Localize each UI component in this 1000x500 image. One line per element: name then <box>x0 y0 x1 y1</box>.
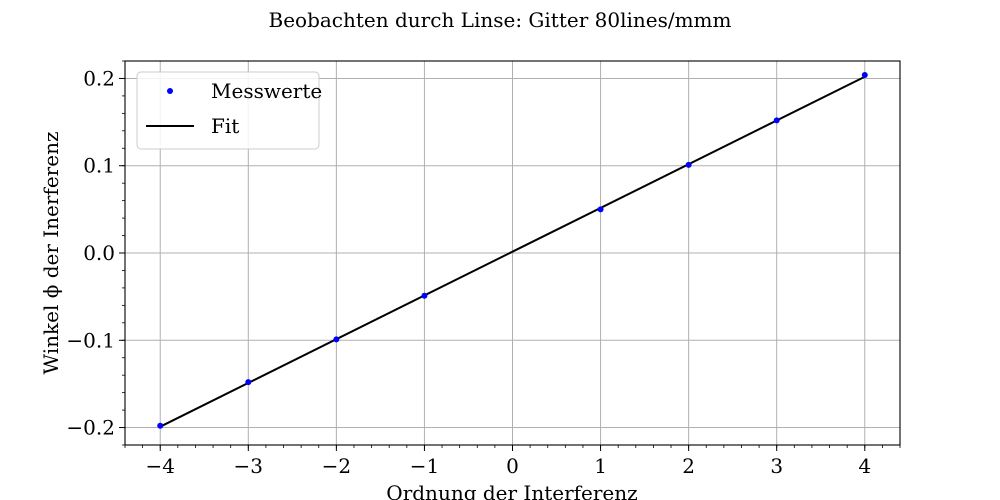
data-point <box>421 292 428 299</box>
x-tick-label: −1 <box>410 454 439 478</box>
legend-marker-messwerte <box>167 88 173 94</box>
data-point <box>597 206 604 213</box>
fit-line <box>159 75 866 428</box>
legend-label-messwerte: Messwerte <box>211 79 322 103</box>
x-tick-label: 3 <box>770 454 783 478</box>
y-tick-label: 0.2 <box>83 66 115 90</box>
x-axis-label: Ordnung der Interferenz <box>386 481 637 500</box>
axis-ticks: −4 −3 −2 −1 0 1 2 3 4 −0.2 −0.1 0.0 0.1 0.2 <box>66 60 901 478</box>
data-point <box>773 117 780 124</box>
chart-title: Beobachten durch Linse: Gitter 80lines/m… <box>269 8 732 32</box>
legend-box <box>136 71 320 150</box>
data-point <box>245 379 252 386</box>
legend-label-fit: Fit <box>211 114 239 138</box>
data-point <box>333 336 340 343</box>
data-point <box>157 422 164 429</box>
plot-area <box>157 71 868 429</box>
y-tick-label: −0.1 <box>66 328 115 352</box>
x-tick-label: 4 <box>858 454 871 478</box>
y-tick-label: 0.0 <box>83 241 115 265</box>
x-tick-label: 2 <box>682 454 695 478</box>
y-axis-label: Winkel ϕ der Inerferenz <box>39 132 63 375</box>
x-tick-label: −2 <box>322 454 351 478</box>
x-tick-label: 0 <box>506 454 519 478</box>
x-tick-label: −3 <box>234 454 263 478</box>
legend: Messwerte Fit <box>136 71 322 150</box>
data-point <box>861 71 868 78</box>
x-tick-label: −4 <box>145 454 174 478</box>
x-tick-label: 1 <box>594 454 607 478</box>
grid-lines <box>125 61 900 445</box>
y-tick-label: −0.2 <box>66 416 115 440</box>
data-point <box>685 161 692 168</box>
y-tick-label: 0.1 <box>83 154 115 178</box>
